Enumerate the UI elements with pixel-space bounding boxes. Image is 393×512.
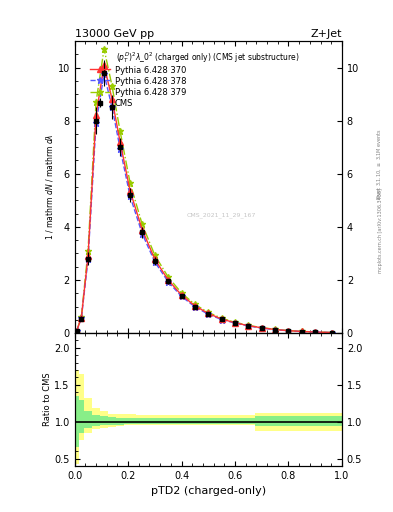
Pythia 6.428 378 (140, 230, 145, 237)
Y-axis label: Ratio to CMS: Ratio to CMS (43, 373, 51, 426)
Pythia 6.428 379 (74, 328, 79, 334)
Pythia 6.428 378 (193, 304, 197, 310)
Pythia 6.428 370 (179, 292, 184, 298)
Pythia 6.428 370 (152, 256, 157, 262)
Pythia 6.428 370 (299, 328, 304, 334)
Pythia 6.428 378 (179, 293, 184, 300)
Pythia 6.428 378 (166, 279, 171, 285)
Pythia 6.428 379 (79, 313, 84, 319)
Pythia 6.428 370 (166, 277, 171, 283)
Pythia 6.428 379 (152, 252, 157, 259)
Pythia 6.428 378 (286, 328, 291, 334)
Pythia 6.428 370 (140, 226, 145, 232)
Pythia 6.428 379 (140, 221, 145, 227)
Pythia 6.428 379 (86, 248, 90, 254)
Pythia 6.428 370 (193, 303, 197, 309)
Pythia 6.428 370 (273, 327, 277, 333)
Pythia 6.428 370 (118, 139, 123, 145)
Line: Pythia 6.428 378: Pythia 6.428 378 (73, 71, 335, 336)
Pythia 6.428 370 (329, 329, 334, 335)
Pythia 6.428 378 (94, 120, 98, 126)
Pythia 6.428 370 (102, 62, 107, 68)
Pythia 6.428 370 (74, 328, 79, 334)
Pythia 6.428 378 (152, 259, 157, 265)
Pythia 6.428 379 (286, 328, 291, 334)
Pythia 6.428 379 (179, 290, 184, 296)
Pythia 6.428 379 (329, 329, 334, 335)
Pythia 6.428 378 (233, 320, 237, 326)
Pythia 6.428 378 (110, 104, 114, 111)
Pythia 6.428 378 (86, 256, 90, 262)
Pythia 6.428 370 (128, 188, 132, 194)
Text: CMS_2021_11_29_167: CMS_2021_11_29_167 (187, 212, 256, 218)
Pythia 6.428 370 (79, 315, 84, 321)
Pythia 6.428 379 (94, 99, 98, 105)
Pythia 6.428 379 (102, 46, 107, 52)
Text: $(p_T^D)^2\lambda\_0^2$ (charged only) (CMS jet substructure): $(p_T^D)^2\lambda\_0^2$ (charged only) (… (116, 50, 300, 65)
Pythia 6.428 379 (233, 319, 237, 325)
Text: Rivet 3.1.10, $\geq$ 3.1M events: Rivet 3.1.10, $\geq$ 3.1M events (376, 128, 383, 200)
Pythia 6.428 378 (329, 330, 334, 336)
Pythia 6.428 379 (299, 328, 304, 334)
Pythia 6.428 370 (286, 328, 291, 334)
Pythia 6.428 379 (259, 325, 264, 331)
Pythia 6.428 378 (128, 193, 132, 199)
Line: Pythia 6.428 370: Pythia 6.428 370 (74, 62, 335, 335)
Pythia 6.428 379 (273, 326, 277, 332)
Y-axis label: $\mathregular{1}$ / $\mathregular{mathrm}$ $dN$ / $\mathregular{mathrm}$ $d\lamb: $\mathregular{1}$ / $\mathregular{mathrm… (44, 134, 55, 240)
Legend: Pythia 6.428 370, Pythia 6.428 378, Pythia 6.428 379, CMS: Pythia 6.428 370, Pythia 6.428 378, Pyth… (90, 66, 186, 108)
Pythia 6.428 370 (86, 253, 90, 259)
Pythia 6.428 370 (94, 112, 98, 118)
Pythia 6.428 370 (233, 319, 237, 326)
X-axis label: pTD2 (charged-only): pTD2 (charged-only) (151, 486, 266, 496)
Pythia 6.428 378 (299, 329, 304, 335)
Pythia 6.428 379 (128, 180, 132, 186)
Text: mcplots.cern.ch [arXiv:1306.3436]: mcplots.cern.ch [arXiv:1306.3436] (378, 188, 383, 273)
Pythia 6.428 379 (313, 329, 318, 335)
Pythia 6.428 378 (313, 329, 318, 335)
Text: 13000 GeV pp: 13000 GeV pp (75, 29, 154, 39)
Pythia 6.428 379 (193, 302, 197, 308)
Pythia 6.428 370 (246, 323, 251, 329)
Pythia 6.428 378 (259, 325, 264, 331)
Pythia 6.428 378 (118, 145, 123, 152)
Pythia 6.428 370 (110, 96, 114, 102)
Line: Pythia 6.428 379: Pythia 6.428 379 (73, 46, 335, 336)
Pythia 6.428 370 (219, 316, 224, 322)
Text: Z+Jet: Z+Jet (310, 29, 342, 39)
Pythia 6.428 379 (166, 274, 171, 280)
Pythia 6.428 379 (118, 128, 123, 134)
Pythia 6.428 378 (219, 316, 224, 323)
Pythia 6.428 378 (79, 315, 84, 322)
Pythia 6.428 379 (110, 83, 114, 89)
Pythia 6.428 378 (206, 311, 211, 317)
Pythia 6.428 378 (273, 327, 277, 333)
Pythia 6.428 370 (259, 325, 264, 331)
Pythia 6.428 370 (313, 329, 318, 335)
Pythia 6.428 378 (102, 71, 107, 77)
Pythia 6.428 378 (74, 328, 79, 334)
Pythia 6.428 379 (219, 315, 224, 322)
Pythia 6.428 378 (246, 323, 251, 329)
Pythia 6.428 379 (206, 309, 211, 315)
Pythia 6.428 379 (246, 323, 251, 329)
Pythia 6.428 370 (206, 310, 211, 316)
